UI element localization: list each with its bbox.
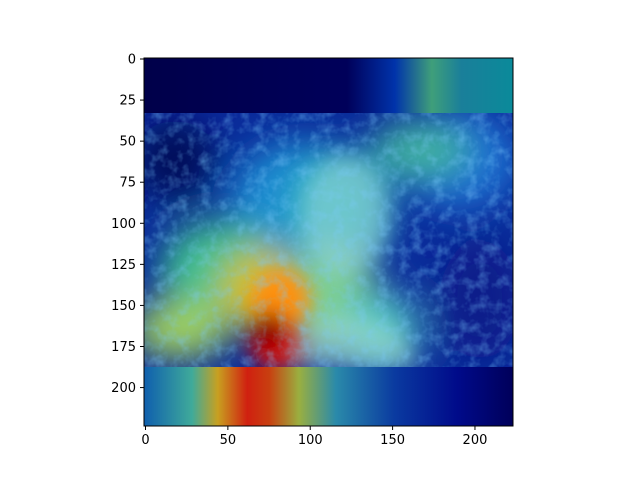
x-axis: 0 50 100 150 200 xyxy=(141,426,487,448)
axes-frame xyxy=(143,57,514,427)
x-tick-label: 150 xyxy=(380,433,405,448)
top-padding-band xyxy=(144,58,513,113)
y-tick-label: 125 xyxy=(111,258,136,273)
y-tick-label: 75 xyxy=(119,176,136,191)
y-tick-label: 50 xyxy=(119,135,136,150)
y-tick-label: 200 xyxy=(111,381,136,396)
x-tick-label: 0 xyxy=(141,433,149,448)
x-tick-label: 50 xyxy=(220,433,237,448)
x-tick-label: 200 xyxy=(463,433,488,448)
heatmap-image xyxy=(144,58,513,426)
y-tick-label: 0 xyxy=(128,53,136,68)
x-tick-label: 100 xyxy=(298,433,323,448)
photo-region xyxy=(144,113,513,367)
y-tick-label: 100 xyxy=(111,217,136,232)
y-tick-label: 150 xyxy=(111,299,136,314)
y-axis: 0 25 50 75 100 125 150 175 200 xyxy=(111,53,144,396)
bottom-padding-band xyxy=(144,367,513,426)
y-tick-label: 175 xyxy=(111,340,136,355)
y-tick-label: 25 xyxy=(119,94,136,109)
